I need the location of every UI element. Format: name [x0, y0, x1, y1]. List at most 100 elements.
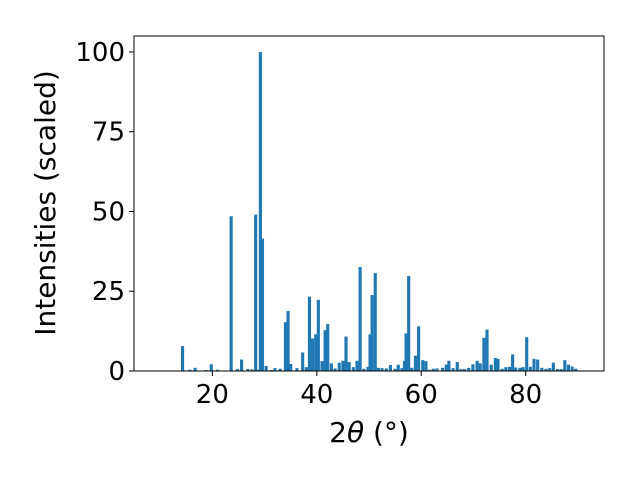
bar — [563, 360, 567, 371]
bar — [507, 366, 512, 371]
y-axis-ticks: 0 25 50 75 100 — [75, 38, 134, 387]
bar — [551, 362, 555, 371]
bar — [417, 326, 421, 371]
bar — [295, 368, 299, 371]
bar — [493, 357, 497, 371]
y-tick-label: 25 — [92, 277, 125, 307]
bar — [400, 368, 404, 371]
bar — [260, 238, 265, 371]
bar — [304, 367, 308, 371]
bar — [424, 361, 428, 371]
bar — [478, 363, 482, 371]
bar — [326, 324, 330, 371]
bar — [532, 358, 536, 371]
bar — [366, 366, 370, 371]
bar — [407, 275, 411, 371]
bar — [574, 368, 578, 371]
bar — [540, 367, 544, 371]
bar — [355, 360, 359, 371]
bar — [311, 338, 315, 371]
bar — [286, 311, 290, 371]
bar — [264, 365, 268, 371]
bar — [402, 360, 407, 371]
x-tick-label: 80 — [509, 380, 542, 410]
bar — [254, 214, 258, 371]
bar — [559, 369, 563, 371]
bar — [388, 364, 392, 371]
bar — [301, 352, 305, 371]
bar — [435, 368, 439, 371]
bar — [341, 360, 345, 371]
bar — [521, 367, 525, 371]
bar — [347, 362, 351, 371]
bar — [323, 330, 327, 371]
bar — [496, 358, 500, 371]
bar — [193, 367, 197, 371]
bar — [329, 363, 333, 371]
bar — [229, 216, 233, 371]
bar — [428, 369, 432, 371]
x-axis-label-prefix: 2 — [329, 416, 347, 449]
bar — [316, 299, 320, 371]
bar — [447, 360, 451, 371]
bar — [413, 355, 418, 371]
bar — [393, 368, 397, 371]
y-axis-label: Intensities (scaled) — [29, 70, 62, 336]
plot-frame — [133, 35, 605, 372]
bar — [504, 367, 508, 371]
bar — [463, 369, 467, 371]
bar — [528, 366, 532, 371]
x-tick-label: 40 — [300, 380, 333, 410]
bar — [525, 337, 529, 371]
bar — [555, 369, 560, 371]
bar — [256, 369, 260, 371]
bar — [455, 362, 459, 371]
bar — [482, 337, 486, 371]
x-tick-label: 60 — [405, 380, 438, 410]
x-axis-label-suffix: (°) — [364, 416, 409, 449]
bar — [514, 367, 518, 371]
bar — [376, 367, 380, 371]
bar — [511, 354, 515, 371]
bar — [396, 364, 400, 371]
bar — [250, 369, 254, 371]
bar — [344, 336, 348, 371]
bar — [278, 368, 282, 371]
bar — [362, 368, 366, 371]
bar-series — [181, 51, 578, 371]
bar — [518, 367, 522, 371]
bar — [209, 364, 213, 371]
bar — [380, 368, 384, 371]
bar — [475, 360, 479, 371]
x-axis-label-symbol: θ — [347, 416, 364, 449]
bar — [404, 333, 408, 371]
bar — [351, 367, 355, 371]
bar — [273, 368, 277, 371]
bar — [570, 366, 574, 371]
bar — [410, 367, 414, 371]
bar — [489, 364, 493, 371]
bar — [181, 346, 185, 371]
bar — [467, 367, 471, 371]
bar — [471, 364, 475, 371]
bar — [431, 368, 435, 371]
bar — [333, 368, 337, 371]
bar — [485, 329, 489, 371]
y-tick-label: 50 — [92, 197, 125, 227]
y-tick-label: 0 — [108, 357, 125, 387]
bar — [536, 359, 540, 371]
x-axis-label: 2θ (°) — [329, 416, 409, 449]
bar — [500, 368, 504, 371]
bar — [246, 369, 250, 371]
bar — [188, 369, 192, 371]
bar — [358, 266, 362, 371]
bar — [451, 368, 455, 371]
bar — [459, 369, 463, 371]
bar — [337, 362, 341, 371]
bar — [421, 360, 425, 371]
bar — [240, 359, 244, 371]
bar — [314, 334, 318, 371]
x-tick-label: 20 — [196, 380, 229, 410]
